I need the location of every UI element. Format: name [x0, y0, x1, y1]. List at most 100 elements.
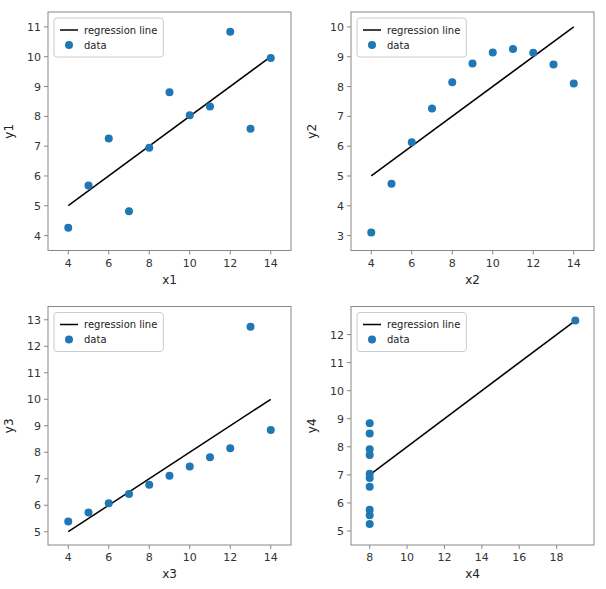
regression-line	[370, 321, 576, 475]
y-tick-label: 10	[27, 51, 41, 64]
x-tick-label: 12	[223, 257, 237, 270]
data-point	[85, 508, 93, 516]
y-tick	[44, 372, 48, 373]
legend-swatch	[60, 29, 78, 31]
y-tick-label: 10	[330, 385, 344, 398]
x-tick-label: 4	[65, 257, 72, 270]
data-point	[367, 229, 375, 237]
legend-box	[54, 313, 163, 352]
y-tick-label: 9	[34, 420, 41, 433]
data-point	[105, 134, 113, 142]
data-point	[366, 511, 374, 519]
y-tick-label: 3	[337, 230, 344, 243]
x-tick	[407, 545, 408, 549]
x-tick-label: 16	[512, 551, 526, 564]
y-tick-label: 9	[337, 413, 344, 426]
y-tick-label: 12	[27, 340, 41, 353]
y-axis-label: y1	[2, 124, 16, 139]
x-tick	[533, 251, 534, 255]
x-axis-label: x1	[162, 273, 177, 287]
x-axis-label: x2	[465, 273, 480, 287]
data-point	[509, 45, 517, 53]
y-tick	[44, 452, 48, 453]
y-tick-label: 8	[337, 81, 344, 94]
x-tick-label: 10	[183, 257, 197, 270]
panel: 468101214345678910x2y2regression linedat…	[305, 12, 594, 287]
legend-box	[357, 313, 466, 352]
data-point	[550, 60, 558, 68]
y-tick	[347, 56, 351, 57]
legend-label: regression line	[84, 319, 157, 330]
marks	[367, 27, 578, 237]
data-point	[247, 323, 255, 331]
y-tick	[347, 418, 351, 419]
y-tick	[44, 235, 48, 236]
data-point	[186, 111, 194, 119]
x-tick-label: 14	[475, 551, 489, 564]
x-tick	[270, 251, 271, 255]
x-tick-label: 10	[486, 257, 500, 270]
data-point	[469, 60, 477, 68]
regression-line	[371, 27, 574, 176]
legend-label: data	[84, 334, 107, 345]
panel: 4681012144567891011x1y1regression lineda…	[2, 12, 291, 287]
y-tick-label: 7	[337, 110, 344, 123]
x-tick-label: 6	[105, 257, 112, 270]
y-tick-label: 6	[34, 170, 41, 183]
x-tick-label: 6	[408, 257, 415, 270]
x-tick-label: 8	[449, 257, 456, 270]
x-tick-label: 12	[223, 551, 237, 564]
x-tick	[230, 545, 231, 549]
x-tick	[411, 251, 412, 255]
x-tick	[573, 251, 574, 255]
marks	[64, 323, 275, 532]
y-tick-label: 12	[330, 329, 344, 342]
data-point	[145, 144, 153, 152]
legend-swatch	[363, 324, 381, 326]
y-tick	[44, 56, 48, 57]
y-tick	[347, 474, 351, 475]
x-tick	[369, 545, 370, 549]
x-tick-label: 4	[368, 257, 375, 270]
legend-box	[357, 18, 466, 57]
plot-frame	[351, 12, 594, 251]
data-point	[206, 103, 214, 111]
data-point	[226, 28, 234, 36]
y-tick	[44, 116, 48, 117]
x-tick-label: 14	[264, 551, 278, 564]
y-axis-label: y2	[305, 124, 319, 139]
x-tick	[189, 251, 190, 255]
x-tick-label: 8	[366, 551, 373, 564]
marks	[64, 28, 275, 232]
data-point	[64, 224, 72, 232]
y-tick-label: 7	[34, 473, 41, 486]
y-tick	[44, 175, 48, 176]
data-point	[105, 499, 113, 507]
y-tick-label: 4	[34, 230, 41, 243]
y-tick	[44, 146, 48, 147]
y-tick	[44, 346, 48, 347]
legend-swatch	[368, 41, 376, 49]
legend-swatch	[368, 336, 376, 344]
x-tick-label: 14	[567, 257, 581, 270]
legend-box	[54, 18, 163, 57]
x-tick-label: 10	[400, 551, 414, 564]
y-axis-label: y4	[305, 418, 319, 433]
legend-label: regression line	[387, 319, 460, 330]
data-point	[366, 445, 374, 453]
x-tick	[481, 545, 482, 549]
legend: regression line data	[54, 313, 163, 352]
y-tick	[347, 334, 351, 335]
x-tick	[371, 251, 372, 255]
data-point	[428, 105, 436, 113]
y-tick	[44, 319, 48, 320]
data-point	[125, 207, 133, 215]
legend-swatch	[65, 41, 73, 49]
data-point	[366, 430, 374, 438]
y-tick-label: 10	[330, 21, 344, 34]
data-point	[85, 182, 93, 190]
x-tick-label: 14	[264, 257, 278, 270]
x-tick-label: 12	[437, 551, 451, 564]
y-tick-label: 11	[330, 357, 344, 370]
x-tick-label: 4	[65, 551, 72, 564]
